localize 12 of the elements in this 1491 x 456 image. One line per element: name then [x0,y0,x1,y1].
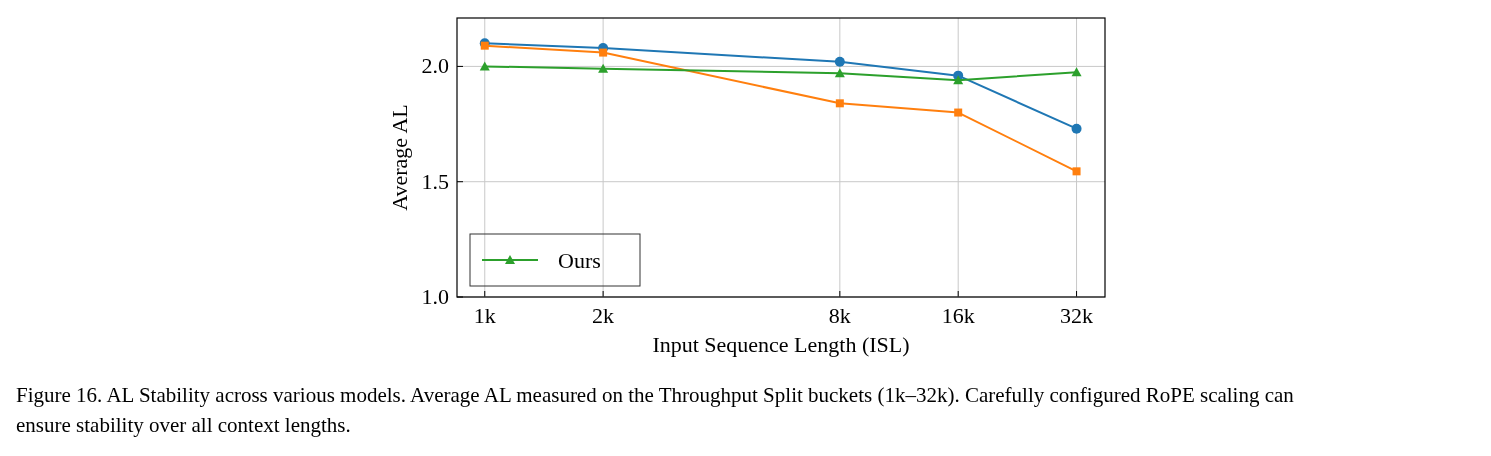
y-tick-label: 1.5 [421,168,449,194]
caption: Figure 16. AL Stability across various models. Average AL measured on the Throughput Split buckets (1k–32k). Carefully configured RoPE scaling can ensure stability over all context lengths. [16,383,1295,437]
y-tick-label: 1.0 [421,284,449,309]
x-axis-title: Input Sequence Length (ISL) [652,332,910,357]
legend-label: Ours [558,248,601,273]
x-tick-label: 16k [941,303,975,328]
x-tick-label: 1k [473,303,496,328]
y-axis-title: Average AL [387,104,412,211]
y-tick-label: 2.0 [421,53,449,79]
x-tick-label: 2k [592,303,615,328]
x-tick-label: 8k [828,303,851,328]
x-tick-label: 32k [1060,303,1094,328]
